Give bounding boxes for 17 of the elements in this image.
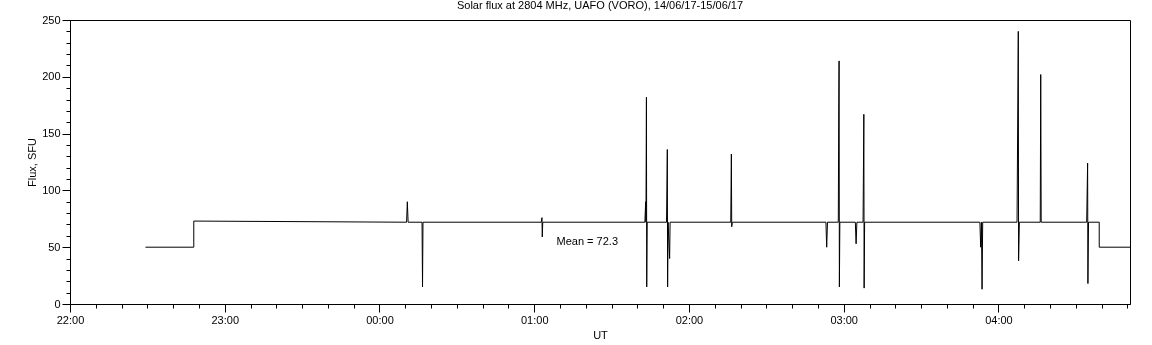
- y-tick-label: 150: [42, 127, 61, 140]
- x-tick-label: 22:00: [56, 313, 85, 326]
- x-tick-label: 04:00: [985, 313, 1013, 326]
- annotation: Mean = 72.3: [556, 234, 619, 247]
- chart-title: Solar flux at 2804 MHz, UAFO (VORO), 14/06/17-15/06/17: [456, 0, 744, 11]
- y-tick-label: 0: [54, 297, 61, 310]
- x-tick-label: 00:00: [366, 313, 394, 326]
- x-tick-label: 03:00: [830, 313, 858, 326]
- y-tick-label: 200: [42, 70, 61, 83]
- y-tick-label: 250: [42, 13, 61, 26]
- x-axis-title: UT: [593, 328, 609, 341]
- y-tick-label: 100: [42, 183, 61, 196]
- y-tick-label: 50: [48, 240, 61, 253]
- x-tick-label: 23:00: [211, 313, 240, 326]
- y-axis-title: Flux, SFU: [26, 138, 39, 187]
- x-tick-label: 01:00: [520, 313, 549, 326]
- x-tick-label: 02:00: [675, 313, 704, 326]
